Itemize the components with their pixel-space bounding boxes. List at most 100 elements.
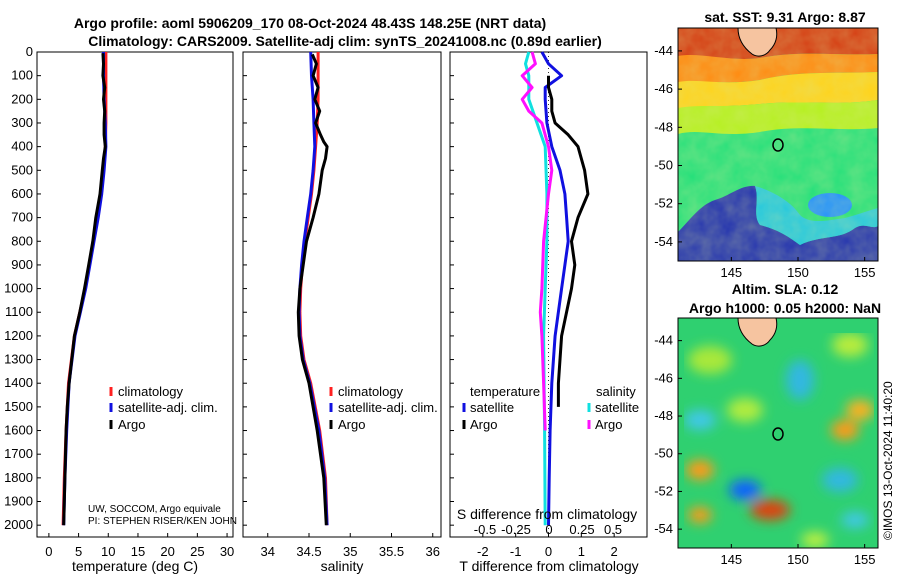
x-tick-label: 10 bbox=[101, 544, 115, 559]
salinity-axes bbox=[242, 51, 442, 538]
sla-argo-marker bbox=[772, 427, 784, 441]
map-x-tick-label: 145 bbox=[720, 265, 742, 280]
map-y-tick-label: -50 bbox=[654, 158, 673, 173]
temperature-series bbox=[61, 52, 108, 526]
map-y-tick-label: -54 bbox=[654, 234, 673, 249]
depth-tick-label: 500 bbox=[11, 162, 33, 177]
depth-tick-label: 600 bbox=[11, 186, 33, 201]
salinity-panel: 34 34.5 35 35.5 36 salinity climatology sate… bbox=[242, 51, 442, 574]
legend-label-satellite: satellite-adj. clim. bbox=[338, 400, 438, 415]
depth-axis-ticks: 0 100 200 300 400 500 600 700 800 900 1000 1100 1200… bbox=[4, 44, 454, 532]
depth-tick-label: 1800 bbox=[4, 470, 33, 485]
depth-tick-label: 800 bbox=[11, 233, 33, 248]
depth-tick-label: 300 bbox=[11, 115, 33, 130]
x-tick-label: 20 bbox=[160, 544, 174, 559]
x-tick-label: 1 bbox=[578, 544, 585, 559]
depth-tick-label: 1900 bbox=[4, 494, 33, 509]
sla-map-frame bbox=[677, 317, 879, 549]
legend-label-satellite: satellite-adj. clim. bbox=[118, 400, 218, 415]
temperature-panel: 0100200300400500600700800900100011001200… bbox=[4, 44, 454, 574]
title-line-1: Argo profile: aoml 5906209_170 08-Oct-20… bbox=[74, 15, 546, 31]
top-tick-label: 0.5 bbox=[604, 522, 622, 537]
sla-blob bbox=[750, 500, 790, 520]
salinity-series bbox=[296, 51, 329, 526]
depth-tick-label: 1500 bbox=[4, 399, 33, 414]
depth-tick-label: 200 bbox=[11, 91, 33, 106]
map-y-tick-label: -44 bbox=[654, 43, 673, 58]
x-tick-label: 2 bbox=[611, 544, 618, 559]
salinity-legend: climatology satellite-adj. clim. Argo bbox=[329, 384, 438, 432]
sst-argo-marker bbox=[772, 138, 784, 152]
credit-line-1: UW, SOCCOM, Argo equivale bbox=[88, 504, 221, 515]
sla-blob bbox=[729, 480, 761, 500]
x-tick-label: -2 bbox=[477, 544, 489, 559]
sla-map-ticks: 145 150 155 -44 -46 -48 -50 -52 -54 bbox=[654, 333, 875, 567]
x-tick-label: 0 bbox=[45, 544, 52, 559]
sla-blob bbox=[686, 460, 714, 480]
legend-label-t-argo: Argo bbox=[470, 417, 497, 432]
sla-blob bbox=[831, 420, 859, 440]
legend-label-s-argo: Argo bbox=[595, 417, 622, 432]
sst-map-panel: sat. SST: 9.31 Argo: 8.87 145 150 155 -44 -4… bbox=[654, 9, 879, 280]
x-tick-label: 25 bbox=[190, 544, 204, 559]
sst-texture bbox=[678, 28, 878, 261]
x-tick-label: -1 bbox=[510, 544, 522, 559]
depth-tick-label: 1200 bbox=[4, 328, 33, 343]
legend-label-s-satellite: satellite bbox=[595, 400, 639, 415]
top-tick-label: -0.5 bbox=[474, 522, 496, 537]
x-tick-label: 35.5 bbox=[379, 544, 404, 559]
x-tick-label: 15 bbox=[131, 544, 145, 559]
sla-map-image bbox=[678, 318, 878, 548]
difference-x-ticks: -2 -1 0 1 2 bbox=[477, 533, 618, 559]
sst-map-title: sat. SST: 9.31 Argo: 8.87 bbox=[704, 9, 866, 25]
difference-xlabel: T difference from climatology bbox=[459, 558, 638, 574]
x-tick-label: 5 bbox=[75, 544, 82, 559]
salinity-xlabel: salinity bbox=[321, 558, 364, 574]
depth-tick-label: 1000 bbox=[4, 281, 33, 296]
temperature-xlabel: temperature (deg C) bbox=[72, 558, 198, 574]
difference-top-ticks: -0.5 -0.25 0 0.25 0.5 bbox=[474, 522, 622, 537]
x-tick-label: 35 bbox=[343, 544, 357, 559]
sla-map-title-1: Altim. SLA: 0.12 bbox=[732, 281, 839, 297]
sla-blob bbox=[801, 532, 829, 548]
legend-title-temperature: temperature bbox=[470, 384, 540, 399]
sla-blob bbox=[684, 410, 716, 430]
map-y-tick-label: -48 bbox=[654, 119, 673, 134]
difference-panel: -2 -1 0 1 2 T difference from climatology S … bbox=[449, 51, 648, 574]
map-x-tick-label: 145 bbox=[720, 552, 742, 567]
sla-blob bbox=[832, 333, 868, 357]
difference-series bbox=[520, 51, 590, 526]
sla-blob bbox=[688, 346, 732, 374]
sst-map-image bbox=[678, 28, 878, 261]
tasmania-land bbox=[737, 318, 778, 347]
series-line-s-satellite bbox=[524, 51, 549, 526]
legend-label-climatology: climatology bbox=[338, 384, 404, 399]
depth-tick-label: 1400 bbox=[4, 375, 33, 390]
map-y-tick-label: -46 bbox=[654, 370, 673, 385]
sst-map-frame bbox=[677, 27, 879, 262]
tasmania-land bbox=[737, 28, 778, 57]
map-x-tick-label: 155 bbox=[854, 552, 876, 567]
depth-tick-label: 700 bbox=[11, 210, 33, 225]
sst-map-ticks: 145 150 155 -44 -46 -48 -50 -52 -54 bbox=[654, 43, 875, 280]
difference-top-label: S difference from climatology bbox=[457, 506, 637, 522]
x-tick-label: 30 bbox=[220, 544, 234, 559]
series-line-argo bbox=[62, 53, 107, 526]
map-y-tick-label: -54 bbox=[654, 521, 673, 536]
temperature-x-ticks: 0 5 10 15 20 25 30 bbox=[45, 533, 234, 559]
depth-tick-label: 1300 bbox=[4, 352, 33, 367]
temperature-legend: climatology satellite-adj. clim. Argo bbox=[109, 384, 218, 432]
top-tick-label: 0 bbox=[545, 522, 552, 537]
depth-tick-label: 900 bbox=[11, 257, 33, 272]
series-line-satellite-adj-clim- bbox=[297, 51, 329, 526]
map-y-tick-label: -52 bbox=[654, 196, 673, 211]
sla-anomalies bbox=[684, 333, 874, 548]
legend-label-argo: Argo bbox=[118, 417, 145, 432]
temperature-axes bbox=[36, 51, 234, 538]
series-line-argo bbox=[296, 53, 329, 526]
top-tick-label: 0.25 bbox=[569, 522, 594, 537]
difference-legend: temperature salinity satellite Argo sate… bbox=[462, 384, 639, 432]
map-x-tick-label: 155 bbox=[854, 265, 876, 280]
sla-blob bbox=[846, 400, 874, 420]
